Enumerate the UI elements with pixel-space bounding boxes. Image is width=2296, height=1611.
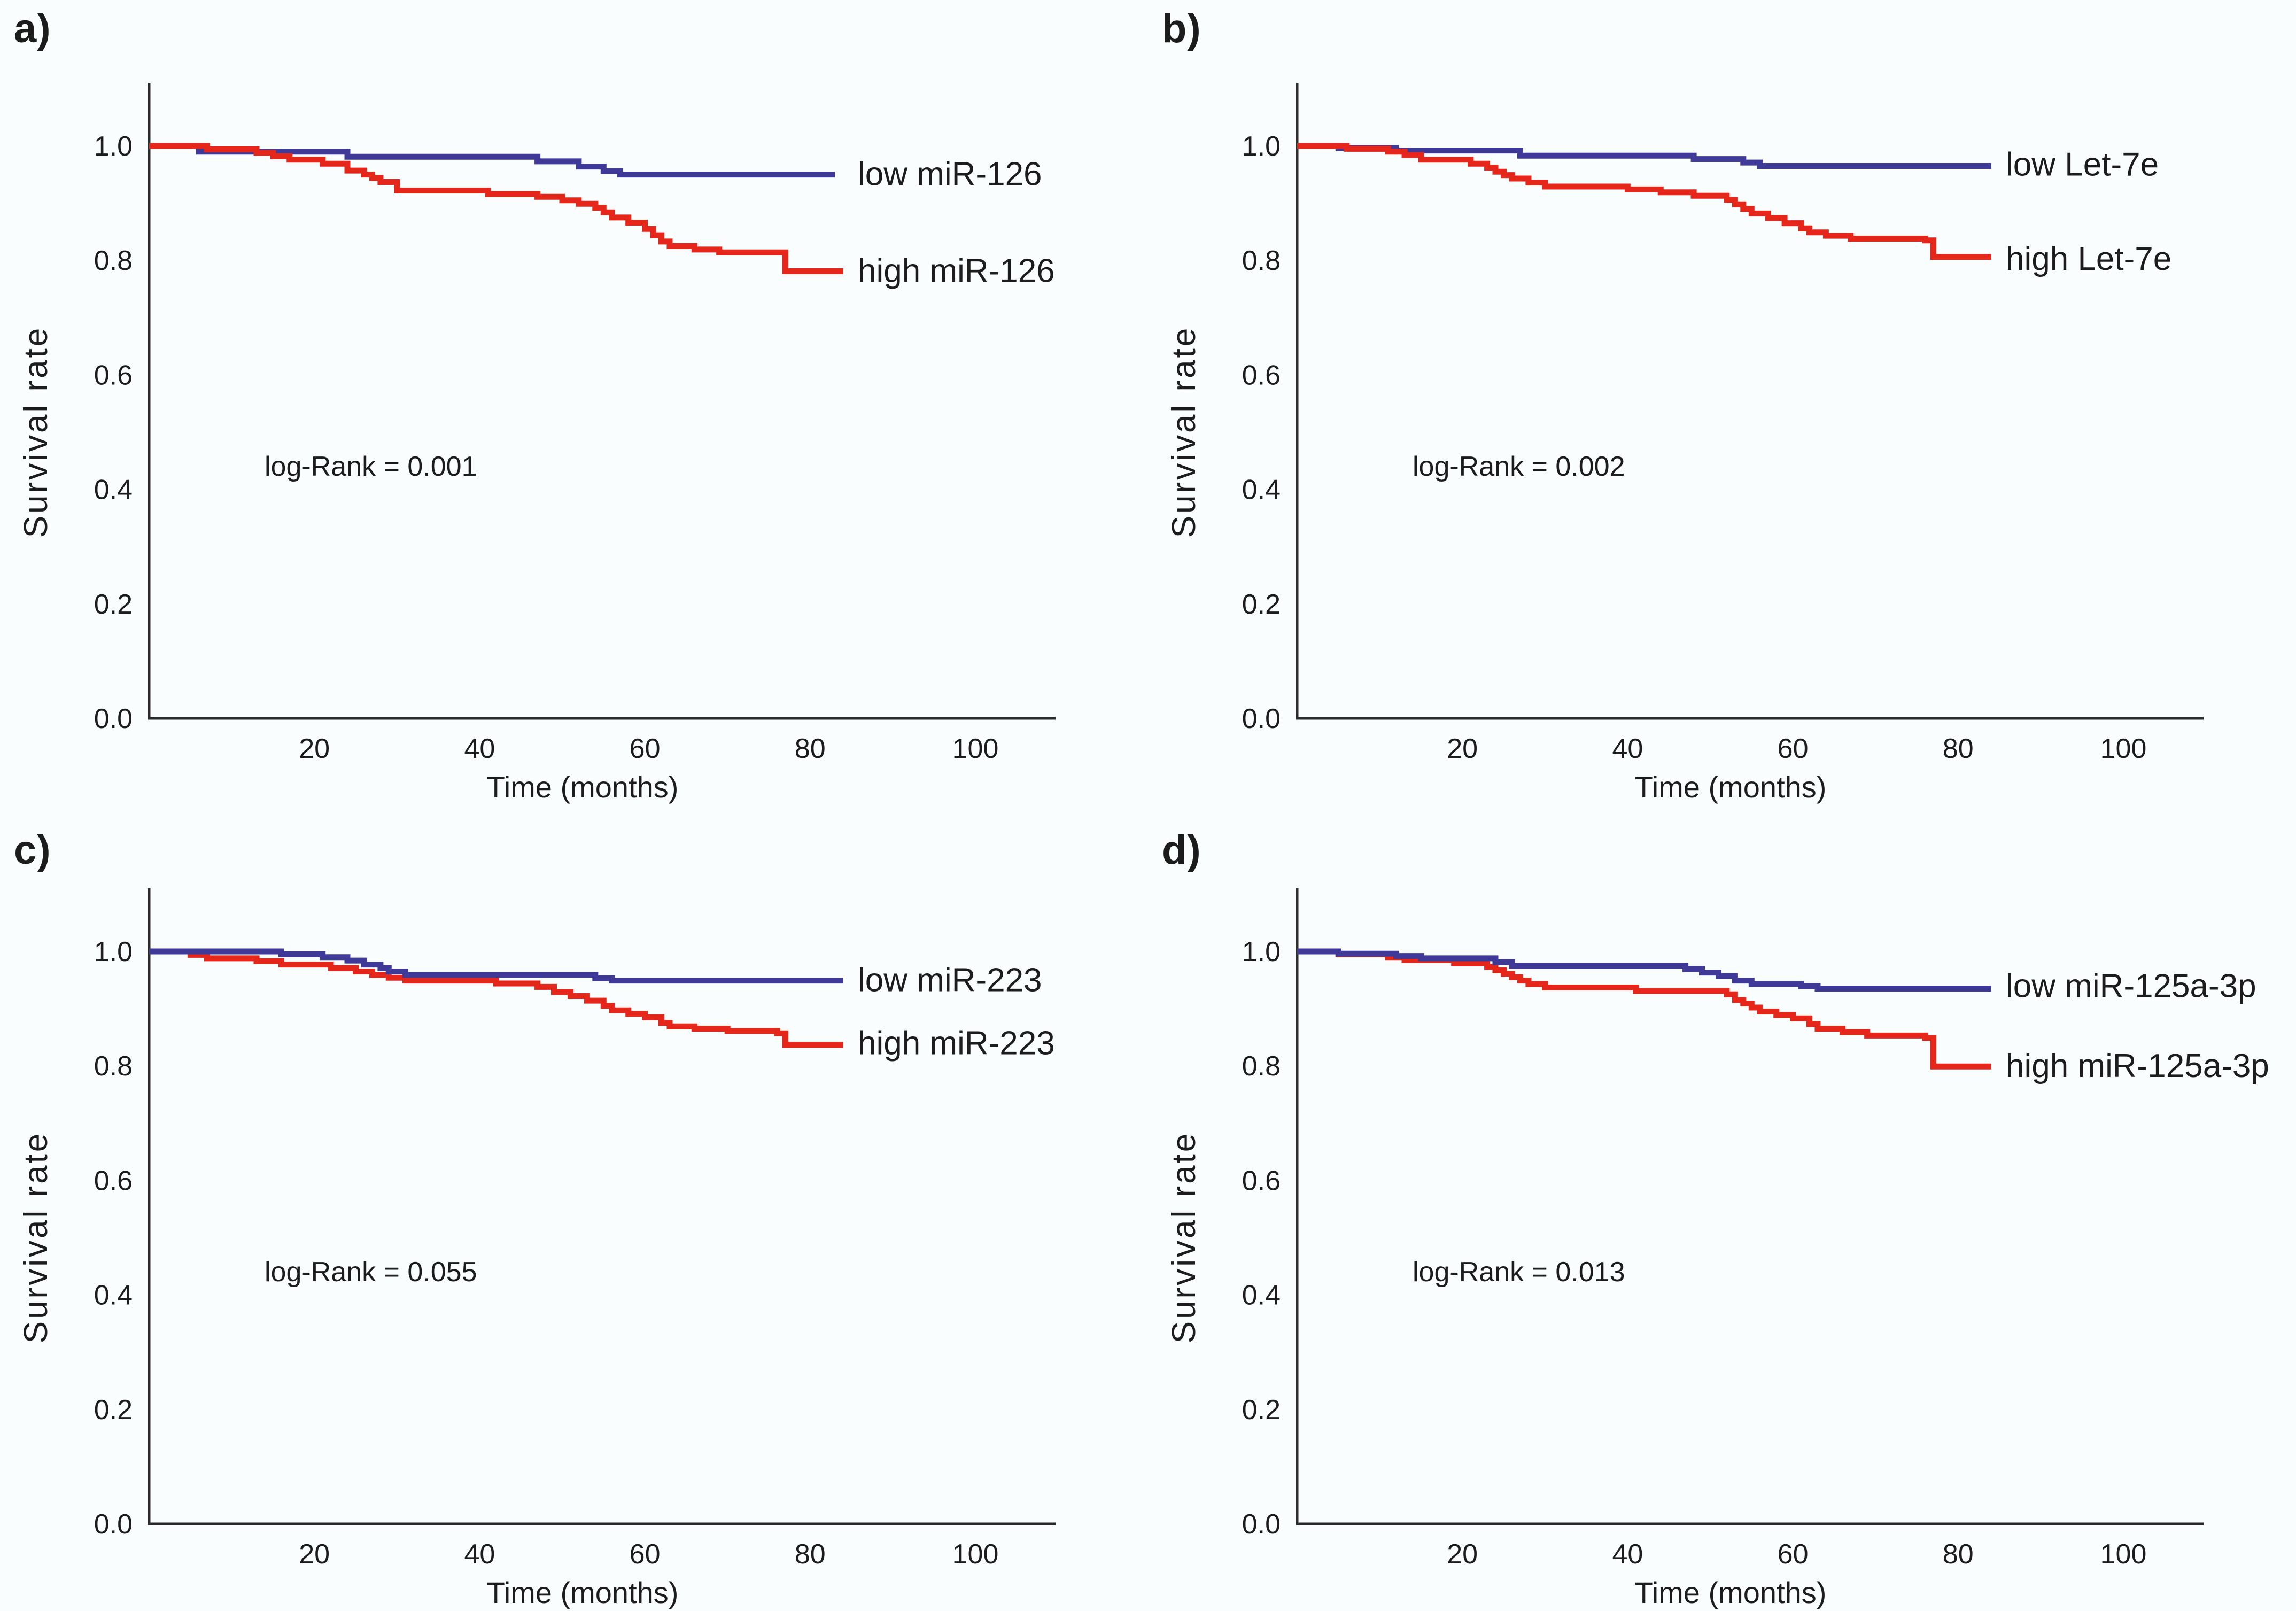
- panel-letter: c): [14, 827, 51, 873]
- x-axis-title: Time (months): [1635, 770, 1827, 804]
- axes-lines: [148, 888, 1056, 1525]
- x-tick-label: 40: [464, 1539, 495, 1570]
- panel-c-plot: 1.0 0.8 0.6 0.4 0.2 0.0 20 40 60 80 100 Time (month…: [18, 888, 1056, 1609]
- log-rank-annotation: log-Rank = 0.002: [1413, 451, 1625, 482]
- y-tick-label: 0.8: [1242, 1051, 1281, 1082]
- panel-d-plot: 1.0 0.8 0.6 0.4 0.2 0.0 20 40 60 80 100 Time (month…: [1166, 888, 2269, 1609]
- x-tick-label: 20: [1447, 1539, 1478, 1570]
- curve-label-high: high miR-126: [858, 252, 1055, 289]
- y-tick-label: 0.2: [94, 1395, 133, 1426]
- x-tick-label: 20: [299, 1539, 330, 1570]
- x-tick-label: 100: [952, 1539, 999, 1570]
- y-tick-label: 1.0: [94, 936, 133, 967]
- curve-label-high: high miR-125a-3p: [2006, 1048, 2269, 1085]
- y-axis-title: Survival rate: [1166, 326, 1203, 538]
- survival-curve-low: [149, 948, 843, 984]
- axes-lines: [148, 83, 1056, 720]
- y-tick-label: 0.0: [1242, 703, 1281, 734]
- y-tick-label: 0.4: [94, 475, 133, 506]
- y-tick-label: 0.6: [94, 1165, 133, 1196]
- survival-curve-low: [1297, 948, 1991, 992]
- x-axis-title: Time (months): [487, 770, 679, 804]
- x-tick-label: 40: [464, 733, 495, 764]
- curve-label-high: high miR-223: [858, 1025, 1055, 1062]
- x-tick-label: 60: [630, 733, 661, 764]
- panel-a-plot: 1.0 0.8 0.6 0.4 0.2 0.0 20 40 60 80 100 Time (month…: [18, 83, 1056, 804]
- y-tick-label: 0.0: [94, 703, 133, 734]
- curve-label-low: low Let-7e: [2006, 146, 2159, 183]
- y-tick-label: 0.4: [1242, 1280, 1281, 1311]
- y-tick-label: 0.8: [94, 1051, 133, 1082]
- x-tick-label: 100: [2100, 1539, 2147, 1570]
- y-tick-label: 0.2: [94, 589, 133, 620]
- x-tick-label: 80: [795, 1539, 826, 1570]
- x-tick-label: 60: [1778, 1539, 1809, 1570]
- y-tick-label: 1.0: [1242, 131, 1281, 162]
- x-tick-label: 80: [795, 733, 826, 764]
- x-tick-label: 60: [1778, 733, 1809, 764]
- x-axis-title: Time (months): [1635, 1576, 1827, 1609]
- survival-curve-high: [149, 948, 843, 1048]
- panel-b: b) 1.0 0.8 0.6 0.4 0.2 0.0 20 40 60 80 100 Time (mo…: [1148, 0, 2296, 806]
- y-tick-label: 0.0: [94, 1509, 133, 1540]
- y-axis-title: Survival rate: [18, 1132, 55, 1344]
- panel-letter: a): [14, 6, 51, 51]
- y-tick-label: 0.0: [1242, 1509, 1281, 1540]
- y-tick-label: 0.4: [94, 1280, 133, 1311]
- survival-curve-high: [1297, 948, 1991, 1070]
- curve-label-low: low miR-223: [858, 962, 1042, 999]
- panel-b-plot: 1.0 0.8 0.6 0.4 0.2 0.0 20 40 60 80 100 Time (month…: [1166, 83, 2204, 804]
- x-tick-label: 100: [952, 733, 999, 764]
- survival-curve-high: [149, 143, 843, 274]
- panel-letter: d): [1162, 827, 1201, 873]
- curve-label-low: low miR-126: [858, 156, 1042, 192]
- panel-a: a) 1.0 0.8 0.6 0.4 0.2 0.0 20 40 60 80 100 Time (mo…: [0, 0, 1148, 806]
- x-tick-label: 100: [2100, 733, 2147, 764]
- x-axis-title: Time (months): [487, 1576, 679, 1609]
- x-tick-label: 40: [1612, 1539, 1643, 1570]
- x-tick-label: 80: [1943, 1539, 1974, 1570]
- y-tick-label: 0.2: [1242, 589, 1281, 620]
- y-tick-label: 0.8: [94, 245, 133, 276]
- log-rank-annotation: log-Rank = 0.055: [265, 1257, 477, 1288]
- log-rank-annotation: log-Rank = 0.013: [1413, 1257, 1625, 1288]
- log-rank-annotation: log-Rank = 0.001: [265, 451, 477, 482]
- y-tick-label: 0.6: [1242, 360, 1281, 391]
- y-tick-label: 0.2: [1242, 1395, 1281, 1426]
- curve-label-low: low miR-125a-3p: [2006, 967, 2256, 1004]
- y-tick-label: 1.0: [1242, 936, 1281, 967]
- x-tick-label: 20: [1447, 733, 1478, 764]
- panel-d: d) 1.0 0.8 0.6 0.4 0.2 0.0 20 40 60 80 100 Time (mo…: [1148, 806, 2296, 1611]
- x-tick-label: 40: [1612, 733, 1643, 764]
- x-tick-label: 80: [1943, 733, 1974, 764]
- y-tick-label: 0.6: [1242, 1165, 1281, 1196]
- x-tick-label: 20: [299, 733, 330, 764]
- curve-label-high: high Let-7e: [2006, 241, 2171, 277]
- y-tick-label: 0.4: [1242, 475, 1281, 506]
- panel-c: c) 1.0 0.8 0.6 0.4 0.2 0.0 20 40 60 80 100 Time (mo…: [0, 806, 1148, 1611]
- x-tick-label: 60: [630, 1539, 661, 1570]
- panel-letter: b): [1162, 6, 1201, 51]
- y-tick-label: 1.0: [94, 131, 133, 162]
- y-tick-label: 0.6: [94, 360, 133, 391]
- y-axis-title: Survival rate: [1166, 1132, 1203, 1344]
- axes-lines: [1296, 83, 2204, 720]
- axes-lines: [1296, 888, 2204, 1525]
- survival-curve-high: [1297, 143, 1991, 260]
- y-axis-title: Survival rate: [18, 326, 55, 538]
- y-tick-label: 0.8: [1242, 245, 1281, 276]
